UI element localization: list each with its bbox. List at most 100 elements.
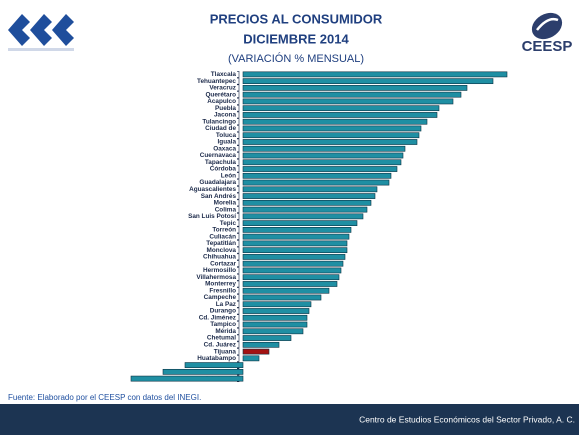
y-tick-label: Aguascalientes [189,186,236,193]
bar [242,206,368,213]
y-tick-label: Veracruz [209,85,236,92]
label-bracket [237,111,240,119]
label-bracket [237,314,240,322]
bar [242,98,454,105]
label-bracket [237,199,240,207]
y-tick-label: Querétaro [205,91,236,98]
bar [242,186,378,193]
bar [242,227,352,233]
y-tick-label: Tepic [220,220,237,227]
bar [242,105,440,112]
label-bracket [237,334,240,342]
label-bracket [237,348,240,355]
y-tick-label: Tepatitlán [206,240,236,247]
bar [242,328,304,335]
y-tick-label: Tampico [210,321,236,328]
y-tick-label: Córdoba [210,166,237,173]
bar [242,274,340,281]
y-tick-label: León [221,172,236,179]
y-tick-label: La Paz [216,301,236,308]
label-bracket [237,253,240,261]
y-tick-label: Monterrey [205,281,236,288]
bar [242,125,422,132]
label-bracket [237,307,240,315]
label-bracket [237,206,240,213]
y-tick-label: Guadalajara [199,179,236,186]
bar [242,172,392,179]
label-bracket [237,219,240,227]
y-tick-label: Cd. Jiménez [199,314,236,321]
y-tick-label: Puebla [215,105,236,112]
y-tick-label: Torreón [212,227,236,234]
bar [242,85,468,91]
label-bracket [237,179,240,186]
bar [242,159,402,166]
label-bracket [237,77,240,85]
label-bracket [237,118,240,126]
bar [242,321,308,328]
label-bracket [237,280,240,288]
label-bracket [237,71,240,78]
y-tick-label: Chihuahua [203,254,236,261]
label-bracket [237,172,240,180]
bar [242,152,404,159]
y-tick-label: Iguala [218,139,237,146]
label-bracket [237,327,240,335]
y-tick-label: Huatabampo [197,355,236,362]
bar [242,179,390,186]
bar [242,314,308,321]
footer-band [0,404,579,435]
bar [242,233,350,240]
y-tick-label: Fresnillo [209,287,236,294]
label-bracket [237,91,240,99]
label-bracket [237,287,240,295]
chart-title: PRECIOS AL CONSUMIDOR [210,11,383,26]
label-bracket [237,145,240,153]
bar [242,287,330,294]
bar [242,91,462,98]
y-tick-label: Acapulco [207,98,236,105]
bar [242,166,398,172]
bar [242,71,508,78]
bar [242,220,358,226]
label-bracket [237,341,240,349]
label-bracket [237,267,240,274]
y-tick-label: Cd. Juárez [204,342,236,349]
y-tick-label: Hermosillo [203,267,236,274]
bar [242,267,342,274]
bar [242,254,346,260]
y-tick-label: Tijuana [214,348,237,355]
bar [242,118,428,125]
y-tick-label: Tehuantepec [197,78,236,85]
logo-text: CEESP [522,38,573,55]
bar [242,193,376,199]
bar [242,78,494,85]
bar [242,335,292,341]
label-bracket [237,260,240,268]
y-tick-label: Campeche [204,294,237,301]
y-tick-label: Tapachula [205,159,237,166]
bar [242,199,372,206]
label-bracket [237,294,240,301]
bar [242,260,344,267]
label-bracket [237,152,240,159]
label-bracket [237,246,240,254]
bar [242,139,418,145]
bar [242,355,260,362]
chart-subtitle: DICIEMBRE 2014 [243,31,349,46]
label-bracket [237,233,240,240]
bar [242,145,406,152]
label-bracket [237,300,240,308]
plot: TlaxcalaTehuantepecVeracruzQuerétaroAcap… [130,71,508,382]
label-bracket [237,104,240,112]
bar [242,247,348,254]
bar [242,294,322,301]
bar [242,240,348,247]
y-tick-label: Morelia [214,200,237,207]
y-tick-label: San Luis Potosí [188,213,236,220]
ceesp-logo: CEESP [522,12,573,55]
y-tick-label: Monclova [207,247,237,254]
bar [242,348,270,355]
y-tick-label: Ciudad de [205,125,236,132]
